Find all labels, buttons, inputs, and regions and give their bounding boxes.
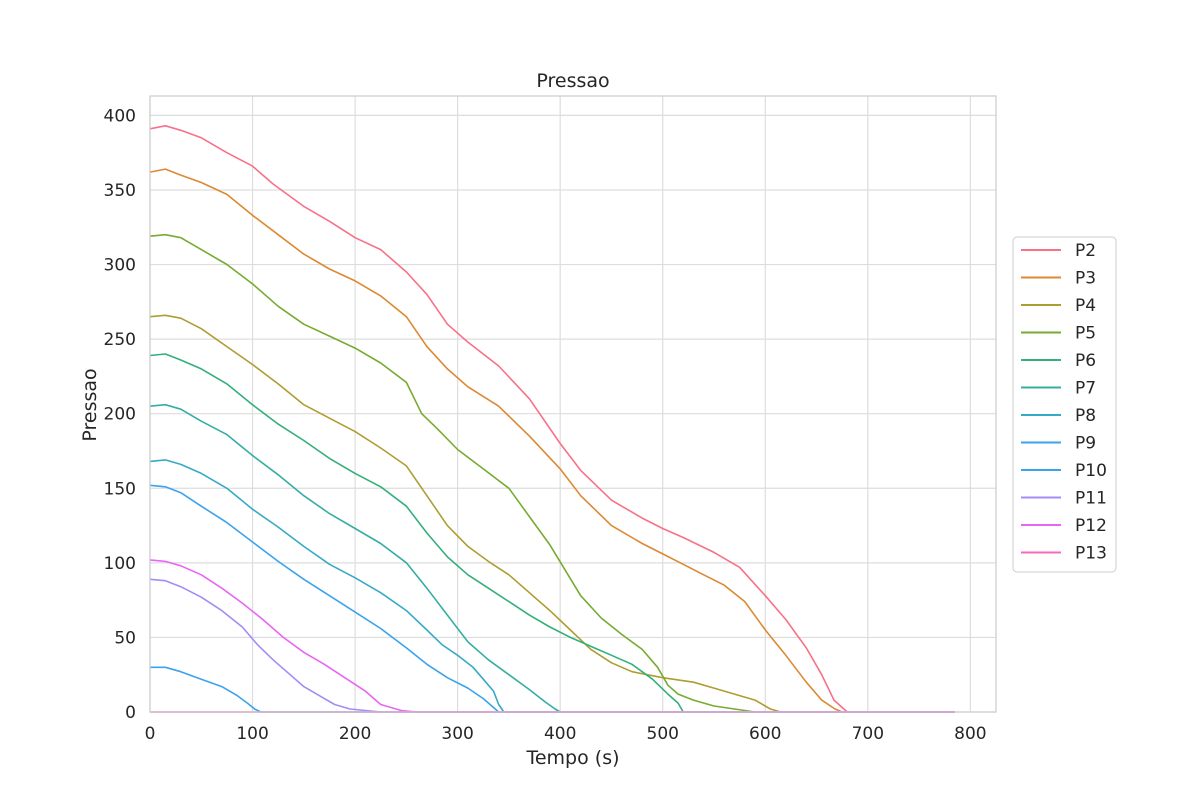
- legend-label-p13: P13: [1075, 544, 1107, 564]
- plot-area-frame: [149, 95, 997, 713]
- series-line-p12: [149, 559, 955, 713]
- y-tick-label: 0: [125, 703, 136, 723]
- legend-label-p3: P3: [1075, 269, 1096, 289]
- legend-label-p9: P9: [1075, 434, 1096, 454]
- x-tick-label: 300: [441, 724, 473, 744]
- y-tick-label: 200: [104, 405, 136, 425]
- x-tick-label: 0: [145, 724, 156, 744]
- series-line-p9: [149, 484, 955, 713]
- x-tick-label: 600: [749, 724, 781, 744]
- x-tick-label: 500: [647, 724, 679, 744]
- y-tick-label: 400: [104, 106, 136, 126]
- x-tick-label: 800: [954, 724, 986, 744]
- legend-label-p4: P4: [1075, 296, 1096, 316]
- series-line-p11: [149, 578, 955, 713]
- series-line-p8: [149, 459, 955, 713]
- legend: P2 P3 P4 P5 P6 P7 P8 P9 P10 P11 P12 P13: [1012, 236, 1117, 573]
- y-tick-label: 150: [104, 479, 136, 499]
- series-lines: [149, 125, 955, 713]
- x-tick-label: 200: [339, 724, 371, 744]
- legend-label-p7: P7: [1075, 379, 1096, 399]
- chart-title: Pressao: [536, 70, 609, 92]
- series-line-p5: [149, 233, 955, 713]
- series-line-p3: [149, 168, 955, 713]
- legend-box: [1012, 236, 1117, 573]
- x-tick-label: 100: [236, 724, 268, 744]
- y-tick-label: 350: [104, 181, 136, 201]
- y-axis-label: Pressao: [79, 368, 101, 441]
- series-line-p6: [149, 353, 955, 713]
- y-tick-labels: 0 50 100 150 200 250 300 350 400: [104, 106, 136, 723]
- x-tick-label: 400: [544, 724, 576, 744]
- series-line-p7: [149, 403, 955, 713]
- series-line-p10: [150, 666, 955, 713]
- y-tick-label: 250: [104, 330, 136, 350]
- y-tick-label: 300: [104, 256, 136, 276]
- legend-label-p12: P12: [1075, 516, 1107, 536]
- x-tick-label: 700: [852, 724, 884, 744]
- legend-label-p10: P10: [1075, 461, 1107, 481]
- x-tick-labels: 0 100 200 300 400 500 600 700 800: [145, 724, 987, 744]
- legend-label-p5: P5: [1075, 324, 1096, 344]
- legend-label-p8: P8: [1075, 406, 1096, 426]
- x-axis-label: Tempo (s): [525, 747, 619, 769]
- series-line-p2: [149, 125, 955, 713]
- y-tick-label: 50: [114, 628, 136, 648]
- legend-label-p6: P6: [1075, 351, 1096, 371]
- legend-label-p2: P2: [1075, 241, 1096, 261]
- y-tick-label: 100: [104, 554, 136, 574]
- series-line-p4: [149, 314, 955, 713]
- legend-label-p11: P11: [1075, 489, 1107, 509]
